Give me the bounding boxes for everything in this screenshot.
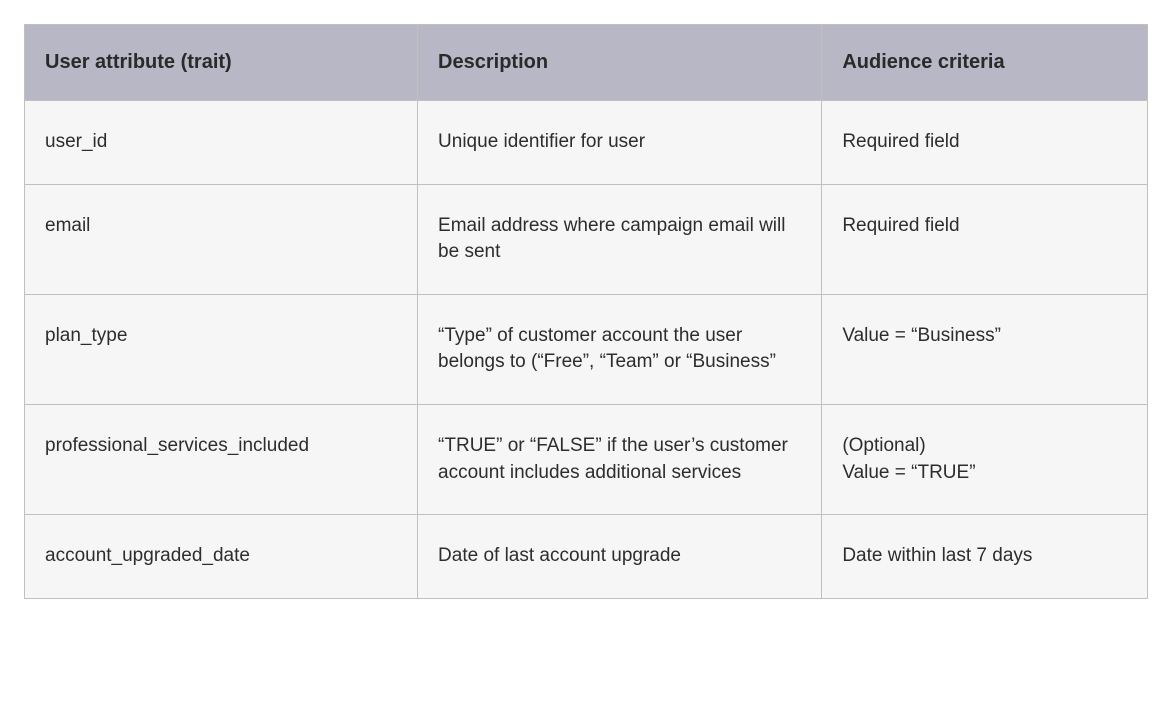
cell-description: Email address where campaign email will … [418,184,822,294]
cell-criteria: Date within last 7 days [822,515,1148,599]
col-header-description: Description [418,25,822,101]
cell-criteria: Required field [822,101,1148,185]
cell-description: “TRUE” or “FALSE” if the user’s customer… [418,404,822,514]
cell-description: “Type” of customer account the user belo… [418,294,822,404]
cell-attribute: plan_type [25,294,418,404]
table-row: account_upgraded_date Date of last accou… [25,515,1148,599]
col-header-attribute: User attribute (trait) [25,25,418,101]
cell-criteria: Value = “Business” [822,294,1148,404]
table-row: plan_type “Type” of customer account the… [25,294,1148,404]
table-header-row: User attribute (trait) Description Audie… [25,25,1148,101]
table-row: email Email address where campaign email… [25,184,1148,294]
cell-attribute: professional_services_included [25,404,418,514]
cell-attribute: account_upgraded_date [25,515,418,599]
cell-criteria: Required field [822,184,1148,294]
cell-description: Unique identifier for user [418,101,822,185]
table-row: professional_services_included “TRUE” or… [25,404,1148,514]
cell-attribute: email [25,184,418,294]
cell-attribute: user_id [25,101,418,185]
cell-criteria: (Optional)Value = “TRUE” [822,404,1148,514]
table-row: user_id Unique identifier for user Requi… [25,101,1148,185]
col-header-criteria: Audience criteria [822,25,1148,101]
user-attributes-table: User attribute (trait) Description Audie… [24,24,1148,599]
cell-description: Date of last account upgrade [418,515,822,599]
